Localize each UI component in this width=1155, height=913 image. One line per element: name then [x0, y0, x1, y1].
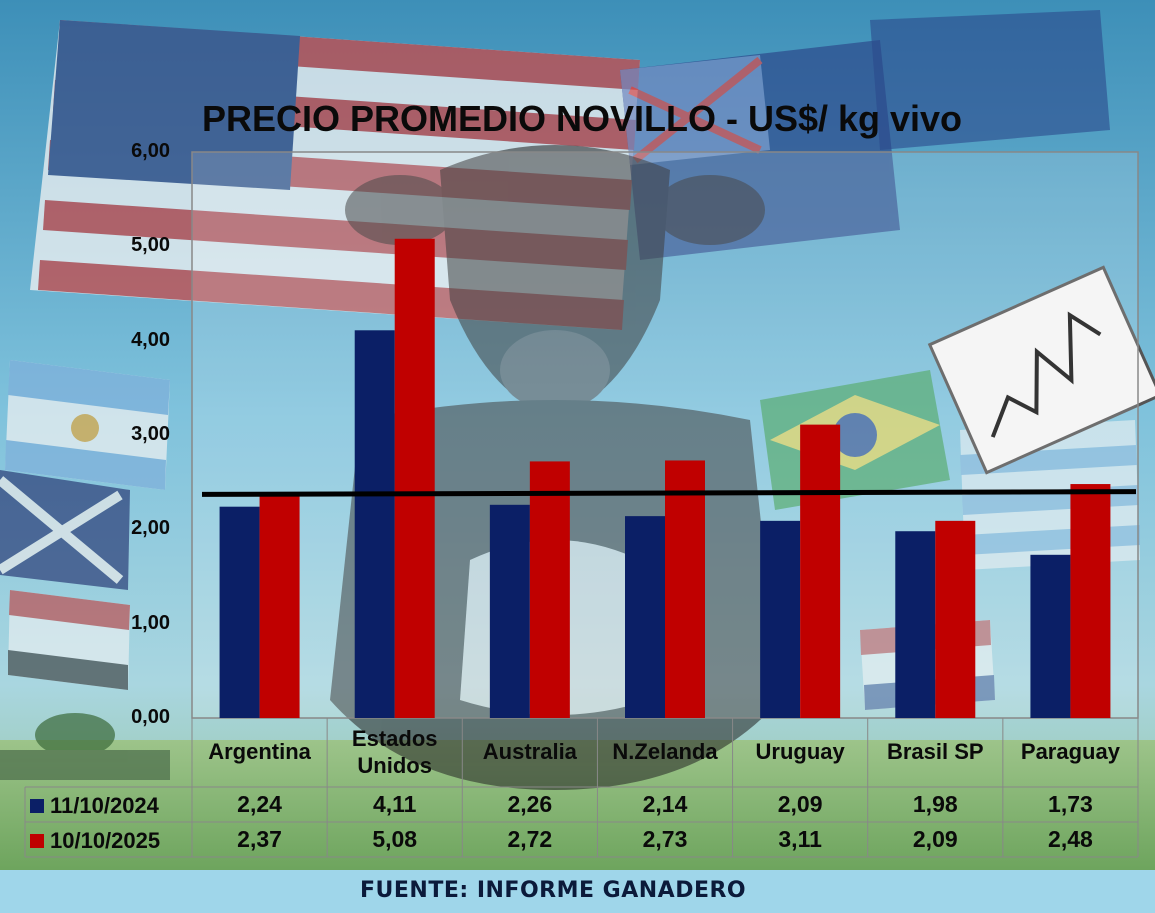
bar-series-2025-0: [259, 494, 300, 718]
category-label: Paraguay: [1020, 739, 1120, 764]
table-value-cell: 2,72: [507, 826, 553, 852]
chart-title-text: PRECIO PROMEDIO NOVILLO - US$/ kg vivo: [201, 98, 963, 139]
y-tick-label: 0,00: [131, 706, 170, 728]
y-tick-label: 1,00: [131, 611, 170, 634]
bar-series-2025-2: [529, 461, 570, 718]
bar-series-2024-3: [625, 516, 665, 718]
table-value-cell: 5,08: [372, 826, 418, 852]
tree-icon: [0, 713, 170, 780]
table-value-cell: 2,26: [507, 791, 553, 817]
bar-series-2025-6: [1070, 484, 1111, 718]
bar-series-2024-1: [354, 330, 395, 718]
y-tick-label: 4,00: [131, 328, 170, 351]
chart-title: PRECIO PROMEDIO NOVILLO - US$/ kg vivo: [0, 98, 1155, 140]
category-label: Australia: [482, 739, 577, 764]
table-value-cell: 2,09: [777, 791, 823, 817]
legend-label: 10/10/2025: [50, 828, 161, 853]
new-zealand-flag-icon: [870, 10, 1110, 150]
footer-bar: [0, 870, 1155, 913]
table-value-cell: 2,09: [912, 826, 958, 852]
category-label: Argentina: [208, 739, 311, 764]
table-value-cell: 2,24: [237, 791, 282, 817]
bar-series-2025-1: [394, 238, 435, 718]
uk-flag-icon: [0, 470, 130, 590]
table-value-cell: 1,73: [1048, 791, 1093, 817]
bar-series-2024-6: [1030, 554, 1071, 718]
y-tick-label: 3,00: [131, 423, 170, 445]
bar-series-2024-0: [219, 506, 260, 718]
table-value-cell: 4,11: [372, 791, 417, 817]
bar-series-2025-4: [800, 424, 841, 718]
legend-swatch: [30, 799, 44, 813]
source-text: FUENTE: INFORME GANADERO: [360, 878, 747, 903]
y-tick-label: 6,00: [131, 140, 170, 162]
bar-series-2024-2: [489, 504, 530, 718]
egypt-flag-icon: [8, 590, 130, 690]
table-value-cell: 3,11: [778, 826, 822, 852]
y-tick-label: 2,00: [131, 517, 170, 540]
y-tick-label: 5,00: [131, 234, 170, 257]
bar-series-2024-4: [760, 520, 801, 718]
bar-series-2024-5: [895, 531, 936, 718]
bars-group: [219, 238, 1111, 718]
argentina-flag-icon: [5, 360, 170, 490]
legend-entry: 10/10/2025: [30, 828, 160, 854]
table-value-cell: 2,48: [1048, 826, 1093, 852]
table-value-cell: 2,14: [642, 791, 688, 817]
category-label: N.Zelanda: [612, 739, 718, 764]
category-label: Uruguay: [755, 739, 845, 764]
price-chart-sketch-icon: [927, 265, 1155, 475]
table-value-cell: 1,98: [912, 791, 958, 817]
reference-line: [201, 489, 1137, 497]
legend-entry: 11/10/2024: [30, 793, 159, 819]
table-value-cell: 2,37: [237, 826, 282, 852]
category-label: Estados Unidos: [351, 726, 438, 778]
legend-swatch: [30, 834, 44, 848]
table-value-cell: 2,73: [642, 826, 688, 852]
bar-series-2025-5: [935, 520, 976, 718]
category-label: Brasil SP: [886, 739, 984, 764]
legend-label: 11/10/2024: [50, 793, 159, 818]
bar-series-2025-3: [665, 460, 705, 718]
